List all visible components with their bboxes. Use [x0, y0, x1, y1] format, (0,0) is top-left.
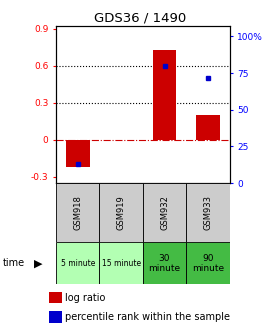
Text: 5 minute: 5 minute — [60, 259, 95, 268]
Bar — [99, 242, 143, 284]
Bar — [56, 183, 99, 242]
Text: ▶: ▶ — [34, 258, 42, 268]
Bar — [143, 242, 186, 284]
Bar — [186, 183, 230, 242]
Bar — [153, 50, 176, 140]
Bar — [143, 183, 186, 242]
Bar — [196, 115, 220, 140]
Text: 30
minute: 30 minute — [148, 253, 181, 273]
Bar — [99, 183, 143, 242]
Text: GSM932: GSM932 — [160, 195, 169, 230]
Bar — [66, 140, 90, 167]
Text: GSM918: GSM918 — [73, 195, 82, 230]
Text: GDS36 / 1490: GDS36 / 1490 — [94, 11, 186, 25]
Bar — [49, 311, 62, 323]
Text: 15 minute: 15 minute — [102, 259, 141, 268]
Bar — [56, 242, 99, 284]
Bar — [186, 242, 230, 284]
Text: GSM933: GSM933 — [203, 195, 213, 230]
Text: log ratio: log ratio — [65, 293, 105, 302]
Text: 90
minute: 90 minute — [192, 253, 224, 273]
Text: percentile rank within the sample: percentile rank within the sample — [65, 312, 230, 322]
Bar — [49, 292, 62, 303]
Text: time: time — [3, 258, 25, 268]
Text: GSM919: GSM919 — [116, 195, 126, 230]
